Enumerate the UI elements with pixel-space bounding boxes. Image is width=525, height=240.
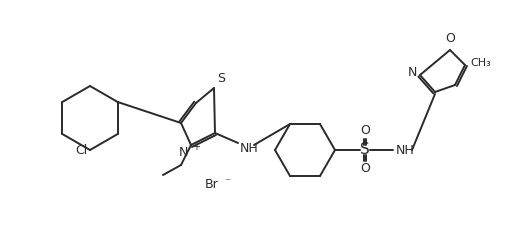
- Text: ⁻: ⁻: [224, 176, 230, 190]
- Text: NH: NH: [396, 144, 415, 156]
- Text: O: O: [360, 125, 370, 138]
- Text: N: N: [407, 66, 417, 79]
- Text: S: S: [217, 72, 225, 85]
- Text: CH₃: CH₃: [470, 58, 491, 68]
- Text: Br: Br: [205, 179, 219, 192]
- Text: S: S: [360, 143, 370, 157]
- Text: NH: NH: [240, 142, 259, 155]
- Text: N: N: [178, 146, 188, 159]
- Text: O: O: [445, 32, 455, 45]
- Text: +: +: [192, 142, 200, 152]
- Text: O: O: [360, 162, 370, 175]
- Text: Cl: Cl: [75, 144, 87, 156]
